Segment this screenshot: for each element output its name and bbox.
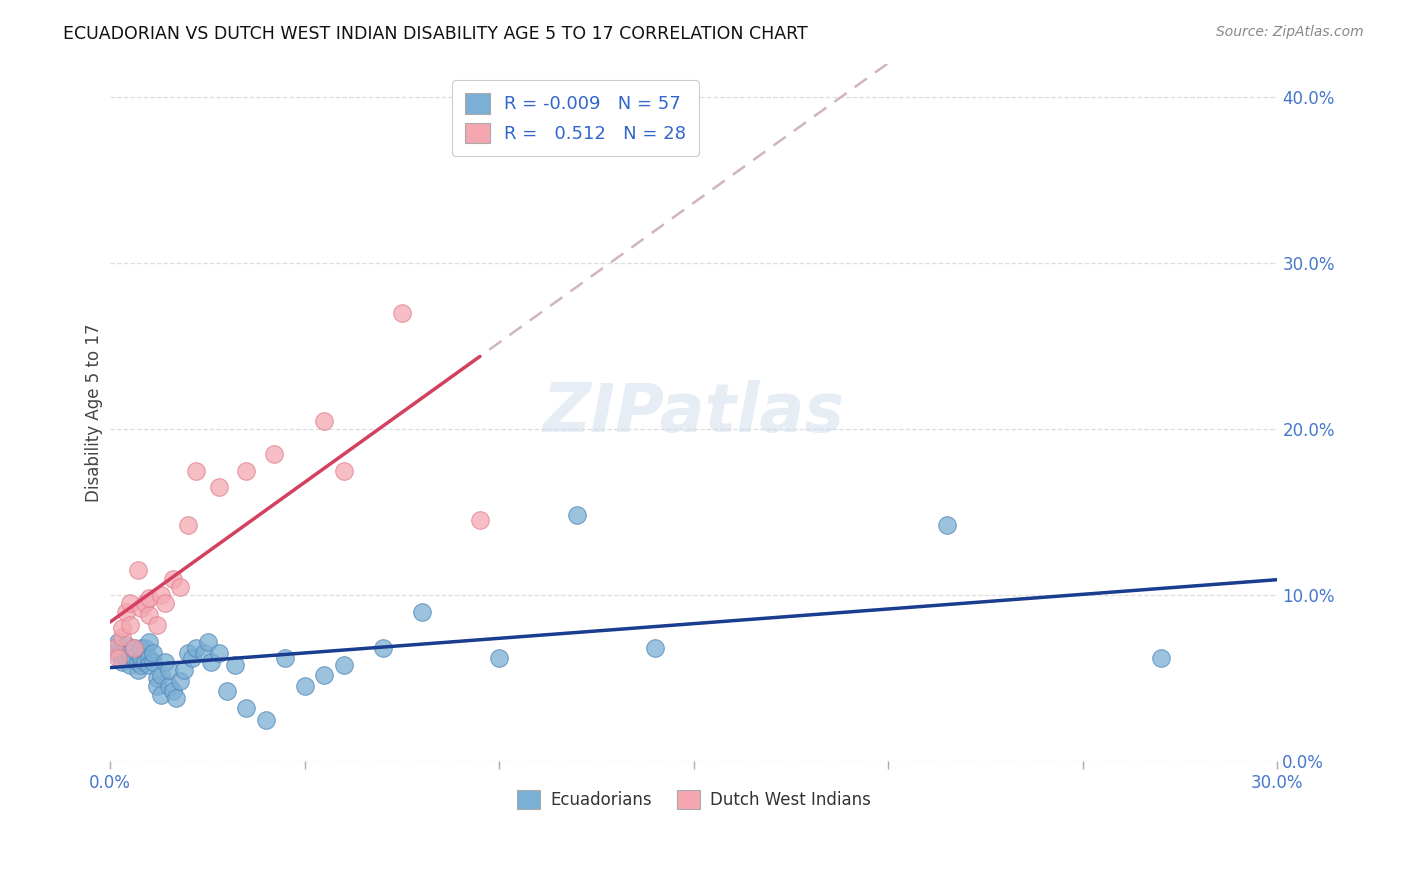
Point — [127, 563, 149, 577]
Text: ECUADORIAN VS DUTCH WEST INDIAN DISABILITY AGE 5 TO 17 CORRELATION CHART: ECUADORIAN VS DUTCH WEST INDIAN DISABILI… — [63, 25, 808, 43]
Point — [332, 464, 354, 478]
Y-axis label: Disability Age 5 to 17: Disability Age 5 to 17 — [86, 323, 103, 502]
Point — [197, 634, 219, 648]
Text: ZIPatlas: ZIPatlas — [543, 380, 845, 446]
Point — [146, 671, 169, 685]
Point — [294, 680, 316, 694]
Point — [103, 641, 125, 656]
Point — [138, 591, 160, 606]
Point — [153, 596, 176, 610]
Point — [274, 651, 297, 665]
Point — [118, 618, 141, 632]
Point — [169, 580, 191, 594]
Point — [149, 588, 172, 602]
Point — [107, 651, 129, 665]
Point — [162, 572, 184, 586]
Point — [165, 691, 187, 706]
Point — [314, 414, 336, 428]
Point — [215, 684, 238, 698]
Point — [127, 663, 149, 677]
Point — [111, 621, 134, 635]
Point — [391, 306, 413, 320]
Point — [138, 651, 160, 665]
Point — [149, 667, 172, 681]
Point — [131, 641, 153, 656]
Point — [254, 713, 277, 727]
Point — [200, 655, 222, 669]
Point — [153, 655, 176, 669]
Point — [118, 646, 141, 660]
Point — [138, 608, 160, 623]
Point — [111, 655, 134, 669]
Point — [118, 596, 141, 610]
Point — [224, 657, 246, 672]
Point — [935, 518, 957, 533]
Point — [114, 605, 136, 619]
Point — [138, 657, 160, 672]
Legend: Ecuadorians, Dutch West Indians: Ecuadorians, Dutch West Indians — [510, 783, 877, 815]
Point — [263, 447, 285, 461]
Point — [111, 641, 134, 656]
Point — [177, 646, 200, 660]
Point — [146, 680, 169, 694]
Point — [146, 618, 169, 632]
Point — [208, 480, 231, 494]
Point — [184, 464, 207, 478]
Point — [114, 651, 136, 665]
Point — [177, 518, 200, 533]
Point — [1150, 651, 1173, 665]
Point — [142, 655, 165, 669]
Point — [142, 646, 165, 660]
Point — [162, 684, 184, 698]
Point — [235, 464, 257, 478]
Point — [157, 663, 180, 677]
Point — [107, 634, 129, 648]
Point — [157, 680, 180, 694]
Point — [134, 641, 156, 656]
Point — [149, 688, 172, 702]
Point — [131, 649, 153, 664]
Point — [127, 655, 149, 669]
Point — [107, 646, 129, 660]
Point — [235, 701, 257, 715]
Point — [314, 667, 336, 681]
Point — [122, 651, 145, 665]
Point — [169, 674, 191, 689]
Point — [131, 601, 153, 615]
Point — [184, 641, 207, 656]
Point — [122, 641, 145, 656]
Point — [173, 663, 195, 677]
Point — [332, 657, 354, 672]
Point — [103, 641, 125, 656]
Point — [468, 513, 491, 527]
Point — [411, 605, 433, 619]
Point — [488, 651, 510, 665]
Point — [208, 646, 231, 660]
Point — [131, 657, 153, 672]
Point — [118, 657, 141, 672]
Point — [181, 651, 204, 665]
Point — [193, 646, 215, 660]
Point — [565, 508, 588, 523]
Point — [644, 641, 666, 656]
Text: Source: ZipAtlas.com: Source: ZipAtlas.com — [1216, 25, 1364, 39]
Point — [127, 646, 149, 660]
Point — [111, 630, 134, 644]
Point — [134, 596, 156, 610]
Point — [138, 634, 160, 648]
Point — [122, 641, 145, 656]
Point — [114, 638, 136, 652]
Point — [371, 641, 394, 656]
Point — [134, 655, 156, 669]
